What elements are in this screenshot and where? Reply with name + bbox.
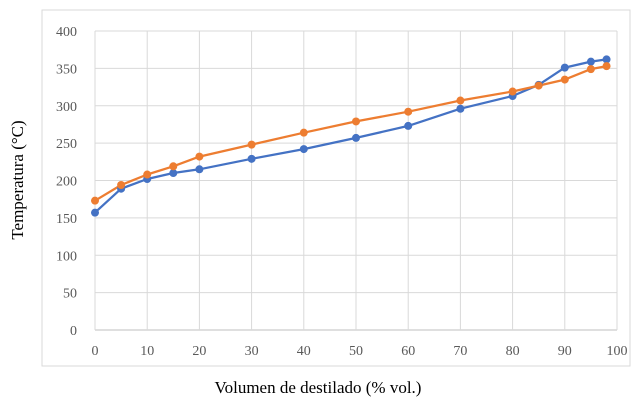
series-2-point: [299, 128, 308, 137]
series-2-point: [143, 170, 152, 179]
y-tick-label: 50: [63, 287, 77, 302]
series-1-point: [560, 63, 569, 72]
series-2-point: [456, 96, 465, 105]
series-1-point: [586, 57, 595, 66]
y-tick-label: 150: [56, 212, 77, 227]
series-2-point: [586, 65, 595, 74]
series-1-point: [91, 208, 99, 217]
chart-frame: [41, 9, 631, 367]
series-1-point: [299, 145, 308, 154]
series-2-point: [247, 140, 256, 149]
series-2-point: [352, 117, 360, 126]
series-1-point: [247, 154, 256, 163]
series-2-point: [117, 180, 126, 189]
series-1-point: [195, 165, 204, 174]
x-tick-label: 70: [453, 344, 467, 359]
x-axis-title: Volumen de destilado (% vol.): [214, 378, 422, 397]
y-tick-label: 300: [56, 100, 77, 115]
series-2-point: [91, 196, 99, 205]
series-1-point: [456, 104, 465, 113]
x-tick-label: 0: [92, 344, 99, 359]
series-2-point: [404, 107, 413, 116]
series-2-point: [169, 162, 178, 171]
y-tick-label: 0: [70, 324, 77, 339]
y-tick-label: 250: [56, 137, 77, 152]
x-tick-label: 30: [245, 344, 259, 359]
series-1-point: [602, 55, 611, 64]
series-1-point: [169, 169, 178, 178]
series-2-point: [602, 62, 611, 71]
x-tick-label: 90: [558, 344, 572, 359]
y-tick-label: 350: [56, 62, 77, 77]
series-2-point: [508, 87, 517, 96]
x-tick-label: 10: [140, 344, 154, 359]
x-tick-label: 60: [401, 344, 415, 359]
y-axis-title: Temperatura (°C): [8, 120, 27, 240]
y-tick-label: 200: [56, 175, 77, 190]
series-2-point: [195, 152, 204, 161]
x-tick-label: 20: [192, 344, 206, 359]
y-tick-label: 400: [56, 25, 77, 40]
series-1-point: [352, 133, 360, 142]
x-tick-label: 50: [349, 344, 363, 359]
series-2-point: [560, 75, 569, 84]
y-tick-label: 100: [56, 249, 77, 264]
series-2-point: [534, 81, 543, 90]
x-tick-label: 40: [297, 344, 311, 359]
series-1-point: [404, 121, 413, 130]
x-tick-label: 80: [506, 344, 520, 359]
x-tick-label: 100: [607, 344, 628, 359]
